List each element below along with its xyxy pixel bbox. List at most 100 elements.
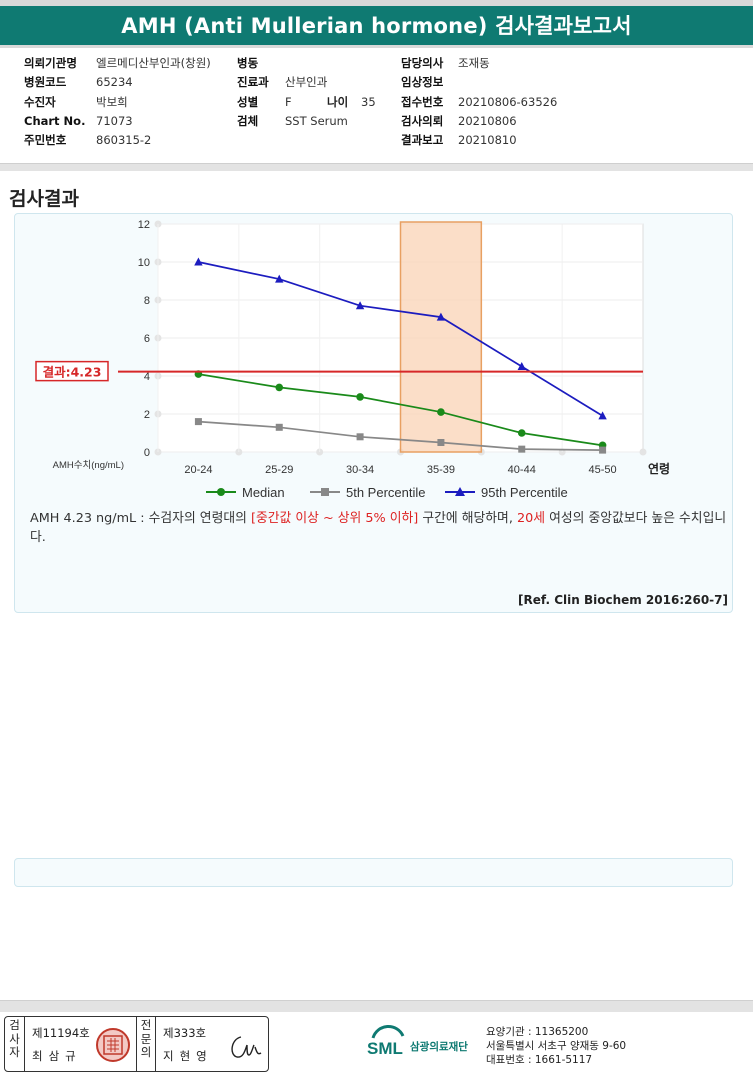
legend-label: 5th Percentile (346, 485, 426, 500)
x-tick-label: 35-39 (427, 464, 455, 476)
label-ward: 병동 (237, 56, 259, 70)
value-patient: 박보희 (96, 94, 128, 109)
org-phone: 대표번호 : 1661-5117 (486, 1054, 593, 1066)
y-tick-label: 6 (144, 333, 150, 345)
label-accession-no: 접수번호 (401, 94, 444, 109)
sml-logo-icon: SML (367, 1025, 405, 1058)
label-resident-no: 주민번호 (24, 133, 67, 148)
value-resident-no: 860315-2 (96, 133, 152, 148)
value-report-date: 20210810 (458, 133, 517, 148)
highlight-band (399, 221, 483, 453)
value-department: 산부인과 (285, 75, 328, 90)
inspector-label: 검사자 (5, 1017, 25, 1071)
value-chart-no: 71073 (96, 113, 133, 128)
point-95th (194, 257, 203, 266)
reference: [Ref. Clin Biochem 2016:260-7] (518, 593, 728, 607)
inspector-name: 최삼규 (32, 1049, 82, 1063)
specialist-label: 전문의 (136, 1017, 156, 1071)
result-label-box (35, 360, 109, 382)
point-95th (598, 411, 607, 420)
patient-info-col2: 병동 진료과 산부인과 성별 F 나이 35 검체 SST Serum (237, 54, 397, 131)
legend-marker-5th (321, 488, 329, 496)
point-median (275, 383, 284, 392)
desc-range-highlight: [중간값 이상 ~ 상위 5% 이하] (250, 511, 419, 526)
point-95th (517, 362, 526, 370)
y-tick-label: 4 (144, 371, 150, 383)
value-specimen: SST Serum (285, 113, 348, 128)
patient-info-col3: 담당의사 조재동 임상정보 접수번호 20210806-63526 검사의뢰 2021… (401, 54, 741, 150)
value-age: 35 (361, 94, 376, 109)
section-title: 검사결과 (9, 188, 79, 210)
point-5th (599, 446, 607, 454)
signature-box: 검사자 제11194호 최삼규 전문의 제333호 지현영 (4, 1016, 269, 1072)
label-report-date: 결과보고 (401, 133, 444, 148)
label-clinical-info: 임상정보 (401, 75, 444, 90)
label-specimen: 검체 (237, 113, 259, 128)
point-5th (356, 433, 364, 441)
empty-panel (14, 858, 733, 887)
org-code: 요양기관 : 11365200 (486, 1026, 589, 1038)
inspector-number: 제11194호 (32, 1026, 90, 1040)
legend-marker-95th (455, 487, 465, 496)
point-95th (355, 301, 365, 310)
x-axis-label: 연령 (648, 461, 670, 476)
x-tick-dot (639, 448, 647, 456)
y-tick-label: 2 (144, 409, 150, 421)
result-description: AMH 4.23 ng/mL : 수검자의 연령대의 [중간값 이상 ~ 상위 … (30, 509, 735, 547)
value-accession-no: 20210806-63526 (458, 94, 558, 109)
org-info: 요양기관 : 11365200 서울특별시 서초구 양재동 9-60 대표번호 … (486, 1025, 626, 1067)
y-tick-label: 10 (138, 257, 150, 269)
legend-label: 95th Percentile (481, 485, 568, 500)
y-tick-label: 0 (144, 447, 150, 459)
series-line (198, 261, 604, 417)
seal-stamp-icon (96, 1028, 130, 1062)
desc-age-highlight: 20세 (516, 511, 546, 526)
point-median (437, 408, 445, 416)
amh-chart: 0 2 4 6 8 10 12 20-24 25-29 30-34 35-39 40-44 45-50 A… (35, 219, 670, 500)
label-chart-no: Chart No. (24, 113, 86, 128)
label-sex: 성별 (237, 94, 259, 109)
point-5th (194, 418, 202, 426)
desc-part1: AMH 4.23 ng/mL : 수검자의 연령대의 (30, 511, 251, 526)
desc-part3: 여성의 중앙값보다 높은 수치입니다. (30, 511, 727, 545)
value-request-date: 20210806 (458, 113, 517, 128)
x-tick-label: 45-50 (589, 464, 617, 476)
value-doctor: 조재동 (458, 56, 490, 70)
specialist-name: 지현영 (163, 1049, 213, 1063)
point-5th (437, 439, 445, 446)
desc-part2: 구간에 해당하며, (418, 511, 517, 526)
org-address: 서울특별시 서초구 양재동 9-60 (486, 1040, 627, 1052)
top-strip (0, 0, 753, 6)
value-institution: 엘르메디산부인과(창원) (96, 56, 211, 70)
result-label: 결과:4.23 (43, 365, 102, 380)
report-title: AMH (Anti Mullerian hormone) 검사결과보고서 (0, 6, 753, 48)
label-doctor: 담당의사 (401, 56, 444, 70)
logo-text: SML (367, 1039, 403, 1058)
label-patient: 수진자 (24, 94, 56, 109)
footer-strip (0, 1000, 753, 1012)
value-sex: F (285, 94, 292, 109)
point-95th (436, 312, 446, 321)
label-department: 진료과 (237, 75, 269, 90)
label-age: 나이 (327, 94, 349, 109)
point-median (517, 429, 526, 437)
point-5th (518, 445, 526, 453)
point-5th (275, 423, 283, 431)
point-95th (275, 274, 284, 283)
label-request-date: 검사의뢰 (401, 113, 444, 128)
series-line (198, 373, 603, 447)
value-hospital-code: 65234 (96, 75, 133, 90)
y-tick-label: 8 (144, 295, 150, 307)
signature-icon (231, 1036, 262, 1058)
series-line (198, 420, 603, 451)
x-tick-label: 20-24 (184, 464, 212, 476)
legend-label: Median (242, 485, 285, 500)
patient-info-col1: 의뢰기관명 엘르메디산부인과(창원) 병원코드 65234 수진자 박보희 Chart… (24, 54, 234, 150)
point-median (356, 393, 364, 401)
label-hospital-code: 병원코드 (24, 75, 67, 90)
label-institution: 의뢰기관명 (24, 56, 77, 70)
y-axis-label: AMH수치(ng/mL) (53, 459, 124, 471)
section-separator (0, 163, 753, 171)
specialist-number: 제333호 (163, 1026, 207, 1040)
org-name: 삼광의료재단 (410, 1041, 468, 1053)
